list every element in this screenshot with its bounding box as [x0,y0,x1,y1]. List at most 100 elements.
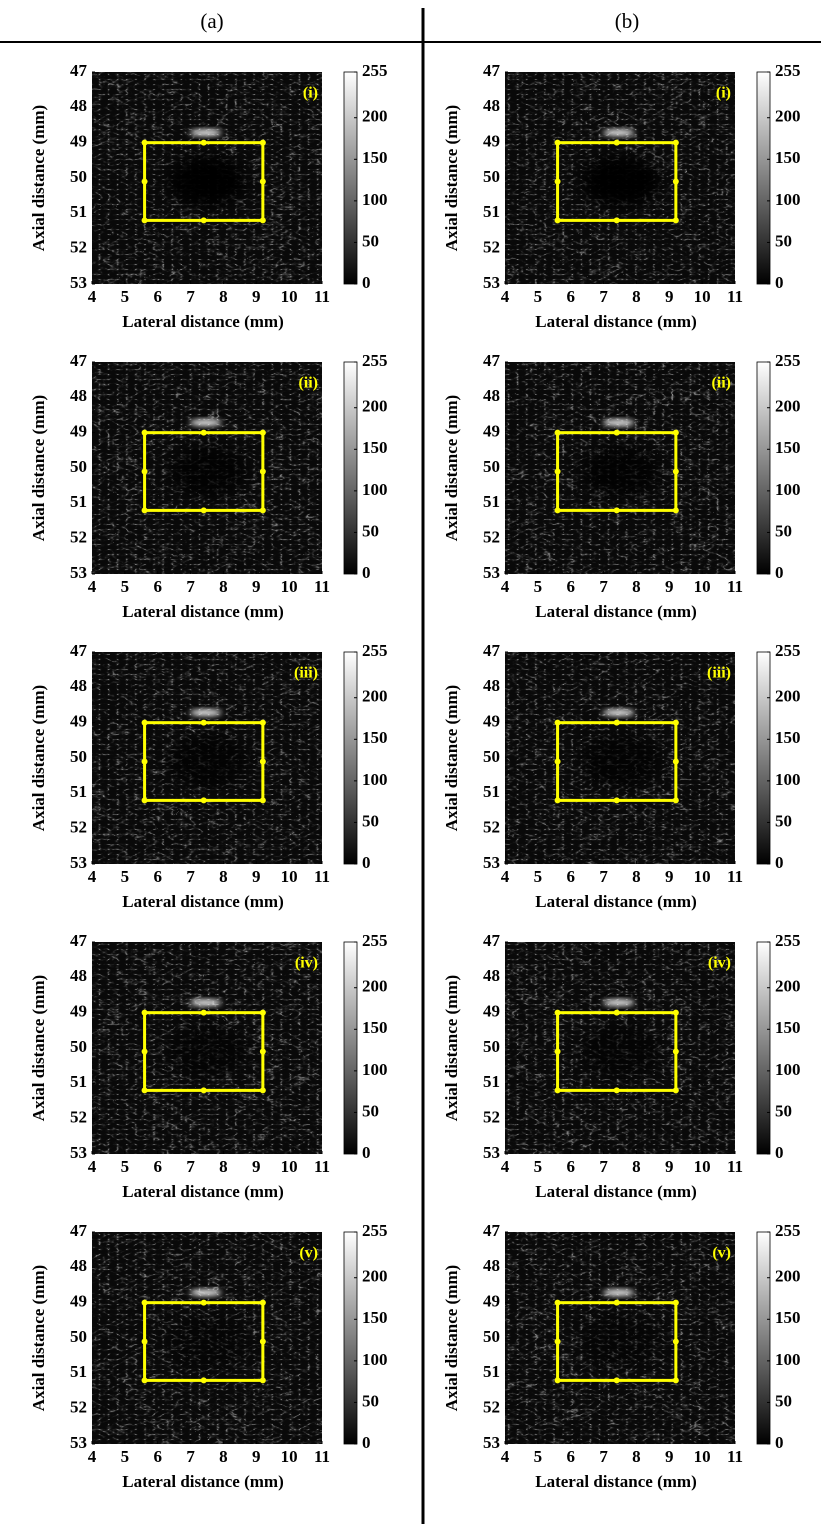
image [505,72,735,284]
roi-handle [613,1377,620,1384]
roi-handle [200,1299,207,1306]
x-axis-label: Lateral distance (mm) [122,312,283,331]
y-tick-label: 53 [70,273,87,292]
roi-handle [200,507,207,514]
roi-handle [672,1299,679,1306]
roi-handle [554,1087,561,1094]
colorbar [343,1231,358,1445]
x-tick-label: 6 [566,287,575,306]
colorbar-tick-label: 100 [362,480,388,499]
panel: (i) 4 5 6 7 8 9 10 11 47 48 49 50 51 52 53 Lateral dista… [442,61,801,331]
roi-handle [141,217,148,224]
roi-handle [613,1087,620,1094]
panel: (v) 4 5 6 7 8 9 10 11 47 48 49 50 51 52 53 Lateral dista… [29,1221,388,1491]
cyst [581,445,660,498]
roi-handle [200,429,207,436]
roi-handle [141,468,148,475]
x-tick-label: 9 [252,1447,261,1466]
y-axis-label: Axial distance (mm) [442,105,461,251]
x-tick-label: 9 [665,867,674,886]
colorbar-tick-label: 100 [362,1350,388,1369]
roi-handle [141,1377,148,1384]
x-tick-label: 5 [534,1447,543,1466]
x-tick-label: 6 [566,577,575,596]
highlight [189,129,222,136]
colorbar [343,361,358,575]
x-tick-label: 4 [501,1447,510,1466]
colorbar-tick-label: 0 [775,273,784,292]
y-tick-label: 53 [483,1143,500,1162]
y-axis-label: Axial distance (mm) [29,395,48,541]
x-tick-label: 4 [501,287,510,306]
highlight [189,999,222,1006]
x-tick-label: 4 [88,577,97,596]
y-tick-label: 47 [70,931,88,950]
colorbar-tick-label: 150 [775,148,801,167]
x-tick-label: 6 [566,1447,575,1466]
x-tick-label: 8 [219,287,228,306]
x-tick-label: 11 [727,577,743,596]
x-tick-label: 6 [153,1447,162,1466]
y-tick-label: 49 [483,422,500,441]
y-tick-label: 50 [483,1327,500,1346]
y-tick-label: 48 [483,676,500,695]
y-tick-label: 52 [483,528,500,547]
roi-handle [200,719,207,726]
roi-handle [259,139,266,146]
roi-handle [259,1009,266,1016]
roi-handle [259,797,266,804]
roi-handle [141,139,148,146]
y-tick-label: 47 [70,641,88,660]
colorbar-tick-label: 255 [775,351,801,370]
roi-handle [672,719,679,726]
y-tick-label: 50 [70,747,87,766]
colorbar-tick-label: 200 [362,687,388,706]
panel: (iv) 4 5 6 7 8 9 10 11 47 48 49 50 51 52 53 Lateral dist… [29,931,388,1201]
x-tick-label: 4 [88,867,97,886]
roi-handle [554,217,561,224]
x-tick-label: 6 [566,867,575,886]
y-tick-label: 50 [483,167,500,186]
y-tick-label: 48 [483,966,500,985]
y-tick-label: 47 [483,351,501,370]
image [92,1232,322,1444]
x-tick-label: 5 [121,1447,130,1466]
roi-handle [554,507,561,514]
roi-handle [672,139,679,146]
colorbar-tick-label: 0 [362,1433,371,1452]
y-axis-label: Axial distance (mm) [29,1265,48,1411]
cyst [581,155,660,208]
roi-handle [141,1009,148,1016]
y-tick-label: 52 [70,1108,87,1127]
x-tick-label: 11 [314,1157,330,1176]
roi-handle [259,507,266,514]
panel-label: (iii) [707,665,731,682]
colorbar-tick-label: 50 [362,231,379,250]
colorbar-tick-label: 255 [362,351,388,370]
x-tick-label: 10 [281,1157,298,1176]
image [92,652,322,864]
x-tick-label: 11 [727,867,743,886]
colorbar [756,361,771,575]
x-tick-label: 6 [153,287,162,306]
y-tick-label: 52 [483,818,500,837]
roi-handle [259,178,266,185]
x-tick-label: 8 [632,867,641,886]
roi-handle [141,507,148,514]
roi-handle [613,797,620,804]
y-tick-label: 53 [483,1433,500,1452]
x-tick-label: 7 [186,1157,195,1176]
y-tick-label: 48 [70,386,87,405]
x-tick-label: 5 [121,1157,130,1176]
x-tick-label: 8 [219,867,228,886]
x-tick-label: 10 [281,287,298,306]
y-tick-label: 47 [483,61,501,80]
y-tick-label: 50 [70,1327,87,1346]
roi-handle [672,1338,679,1345]
y-tick-label: 49 [483,712,500,731]
roi-handle [672,1009,679,1016]
x-tick-label: 7 [186,577,195,596]
x-tick-label: 6 [153,867,162,886]
roi-handle [613,1009,620,1016]
y-tick-label: 48 [70,1256,87,1275]
